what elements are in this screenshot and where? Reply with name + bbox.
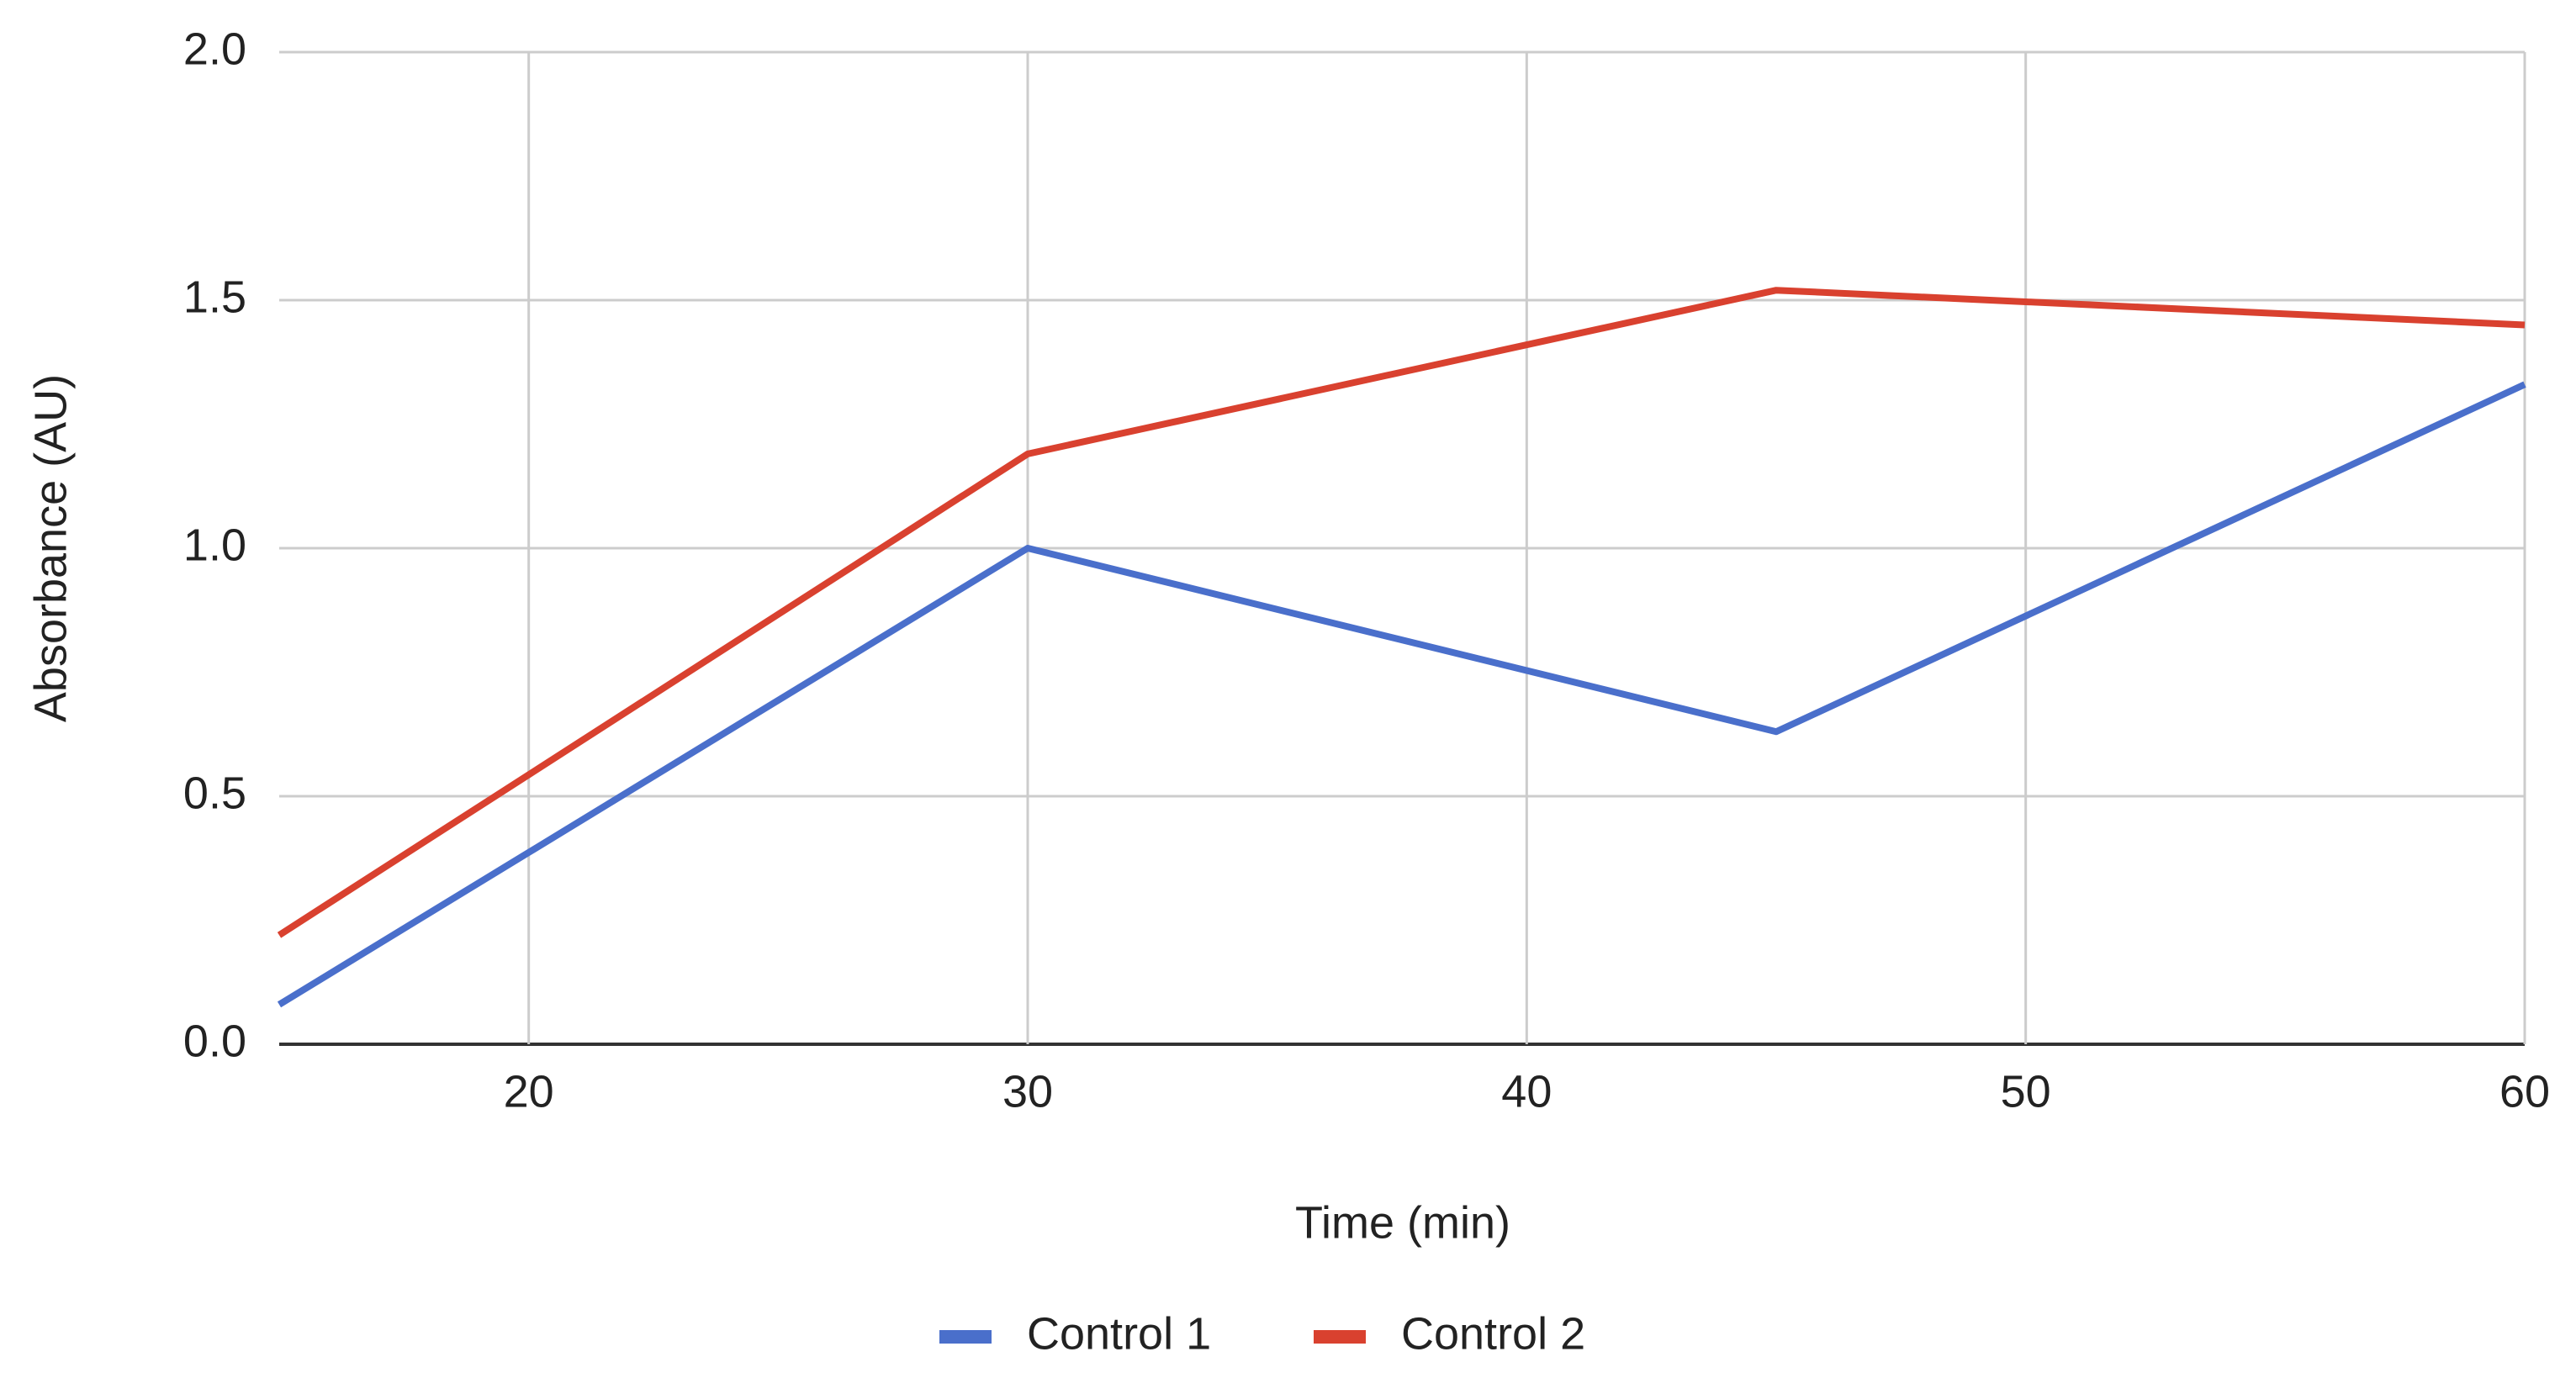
legend-swatch xyxy=(939,1330,992,1344)
x-tick-label: 40 xyxy=(1501,1066,1552,1117)
y-tick-label: 2.0 xyxy=(183,24,246,74)
x-tick-label: 50 xyxy=(2001,1066,2051,1117)
legend-label: Control 1 xyxy=(1027,1308,1211,1359)
legend-swatch xyxy=(1314,1330,1366,1344)
x-tick-label: 30 xyxy=(1002,1066,1053,1117)
line-series xyxy=(277,287,2526,938)
y-tick-label: 1.5 xyxy=(183,272,246,322)
y-axis-title: Absorbance (AU) xyxy=(25,374,76,722)
line-series xyxy=(277,381,2526,1008)
x-axis-title: Time (min) xyxy=(1295,1197,1510,1248)
y-tick-label: 0.0 xyxy=(183,1016,246,1066)
legend-label: Control 2 xyxy=(1401,1308,1585,1359)
x-tick-label: 20 xyxy=(504,1066,554,1117)
y-tick-label: 1.0 xyxy=(183,520,246,570)
x-tick-label: 60 xyxy=(2499,1066,2550,1117)
y-tick-label: 0.5 xyxy=(183,768,246,818)
